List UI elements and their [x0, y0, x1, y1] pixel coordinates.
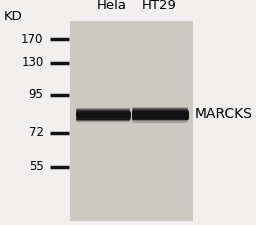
- Text: 130: 130: [21, 56, 44, 70]
- Text: 72: 72: [28, 126, 44, 139]
- Text: KD: KD: [4, 10, 23, 23]
- Text: MARCKS: MARCKS: [195, 107, 252, 121]
- Text: HT29: HT29: [141, 0, 176, 12]
- Bar: [70, 21, 193, 220]
- Text: 95: 95: [29, 88, 44, 101]
- Text: Hela: Hela: [96, 0, 126, 12]
- Text: 170: 170: [21, 33, 44, 46]
- Text: 55: 55: [29, 160, 44, 173]
